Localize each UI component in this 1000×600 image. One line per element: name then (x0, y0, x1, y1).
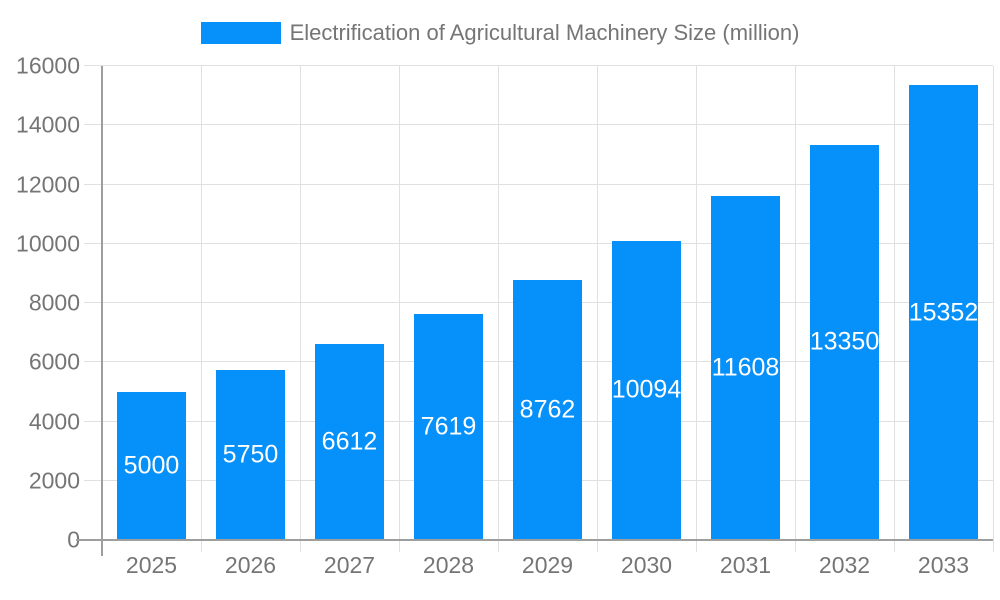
bar-2030[interactable]: 10094 (611, 240, 682, 540)
bar-slot-2028: 7619 (399, 66, 498, 540)
x-axis: 2025 2026 2027 2028 2029 2030 2031 2032 2033 (102, 552, 993, 579)
y-tick-label: 16000 (16, 52, 80, 79)
bar-slot-2025: 5000 (102, 66, 201, 540)
bar-slot-2031: 11608 (696, 66, 795, 540)
bar-2033[interactable]: 15352 (909, 85, 978, 540)
legend-swatch (200, 22, 281, 44)
bar-value-label: 15352 (908, 298, 979, 327)
bar-2029[interactable]: 8762 (512, 280, 583, 540)
bar-value-label: 6612 (321, 427, 378, 456)
x-tick-label-2026: 2026 (224, 552, 277, 578)
bar-value-label: 11608 (711, 353, 780, 382)
v-gridline (201, 66, 202, 552)
h-gridline (84, 65, 993, 66)
y-tick-label: 14000 (16, 111, 80, 138)
v-gridline (597, 66, 598, 552)
y-tick-label: 6000 (28, 348, 80, 375)
v-gridline (795, 66, 796, 552)
bar-2028[interactable]: 7619 (413, 314, 484, 540)
y-tick-label: 12000 (16, 171, 80, 197)
h-gridline (84, 183, 993, 185)
y-tick-label: 0 (67, 526, 80, 553)
x-tick-label-2025: 2025 (125, 552, 178, 578)
x-tick-label-2028: 2028 (422, 552, 475, 578)
y-tick-label: 8000 (28, 289, 80, 316)
v-gridline (300, 66, 301, 552)
x-tick-label-2029: 2029 (521, 552, 574, 578)
v-gridline (695, 66, 697, 552)
bar-slot-2033: 15352 (894, 66, 993, 540)
y-axis: 0 2000 4000 6000 8000 10000 12000 14000 16000 (0, 54, 80, 551)
bar-2025[interactable]: 5000 (116, 391, 187, 540)
x-tick-label-2031: 2031 (719, 552, 772, 578)
v-gridline (498, 66, 499, 552)
bar-slot-2027: 6612 (300, 66, 399, 540)
bar-2032[interactable]: 13350 (809, 144, 880, 540)
h-gridline (84, 242, 993, 244)
plot-area: 5000 5750 6612 7619 8762 10094 11608 13350 15352 (76, 65, 994, 556)
y-axis-line (101, 66, 103, 556)
x-tick-label-2027: 2027 (323, 552, 376, 578)
bar-value-label: 13350 (809, 327, 880, 356)
bar-slot-2030: 10094 (597, 66, 696, 540)
y-tick-label: 10000 (16, 230, 80, 257)
bar-2026[interactable]: 5750 (215, 369, 286, 540)
x-tick-label-2033: 2033 (917, 552, 970, 578)
bar-2027[interactable]: 6612 (314, 344, 385, 540)
x-tick-label-2030: 2030 (620, 552, 673, 578)
bar-value-label: 8762 (519, 395, 576, 424)
y-tick-label: 4000 (28, 408, 80, 434)
h-gridline (84, 124, 993, 126)
v-gridline (993, 66, 994, 552)
v-gridline (894, 66, 895, 552)
legend[interactable]: Electrification of Agricultural Machiner… (0, 20, 1000, 46)
bar-value-label: 7619 (420, 412, 477, 441)
bar-slot-2029: 8762 (498, 66, 597, 540)
bar-value-label: 5750 (222, 440, 279, 469)
v-gridline (398, 66, 400, 552)
bar-slot-2032: 13350 (795, 66, 894, 540)
bar-value-label: 10094 (611, 375, 682, 404)
bar-2031[interactable]: 11608 (710, 196, 781, 540)
y-tick-label: 2000 (28, 467, 80, 494)
x-tick-label-2032: 2032 (818, 552, 871, 578)
bar-slot-2026: 5750 (201, 66, 300, 540)
bar-value-label: 5000 (123, 451, 180, 480)
bars-container: 5000 5750 6612 7619 8762 10094 11608 13350 15352 (102, 66, 993, 540)
legend-label: Electrification of Agricultural Machiner… (289, 20, 800, 45)
x-axis-line (76, 539, 993, 541)
